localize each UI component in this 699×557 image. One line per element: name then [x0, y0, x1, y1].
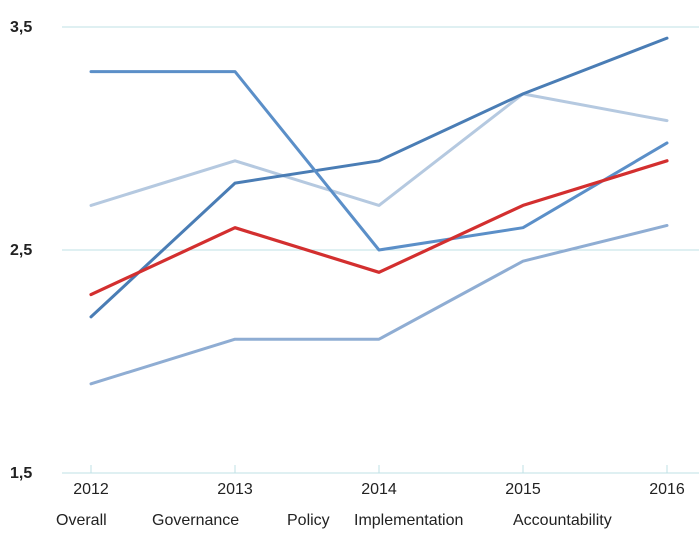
series-line-implementation [89, 70, 669, 252]
y-axis: 1,5 2,5 3,5 [10, 19, 32, 482]
legend-item-governance: Governance [152, 512, 240, 529]
series-line-policy [89, 92, 669, 207]
x-tick-label: 2016 [649, 481, 685, 498]
legend: Overall Governance Policy Implementation… [0, 512, 699, 548]
legend-item-accountability: Accountability [513, 512, 612, 529]
x-tick-label: 2013 [217, 481, 253, 498]
series-layer [89, 36, 669, 386]
series-line-accountability [89, 223, 669, 386]
y-tick-label: 1,5 [10, 465, 32, 482]
legend-item-policy: Policy [287, 512, 330, 529]
x-tick-label: 2015 [505, 481, 541, 498]
y-tick-label: 3,5 [10, 19, 32, 36]
legend-item-implementation: Implementation [354, 512, 464, 529]
series-line-overall [89, 159, 669, 297]
x-tick-label: 2012 [73, 481, 109, 498]
x-axis: 2012 2013 2014 2015 2016 [73, 465, 685, 498]
y-tick-label: 2,5 [10, 242, 32, 259]
x-tick-label: 2014 [361, 481, 397, 498]
legend-item-overall: Overall [56, 512, 107, 529]
series-line-governance [89, 36, 669, 319]
